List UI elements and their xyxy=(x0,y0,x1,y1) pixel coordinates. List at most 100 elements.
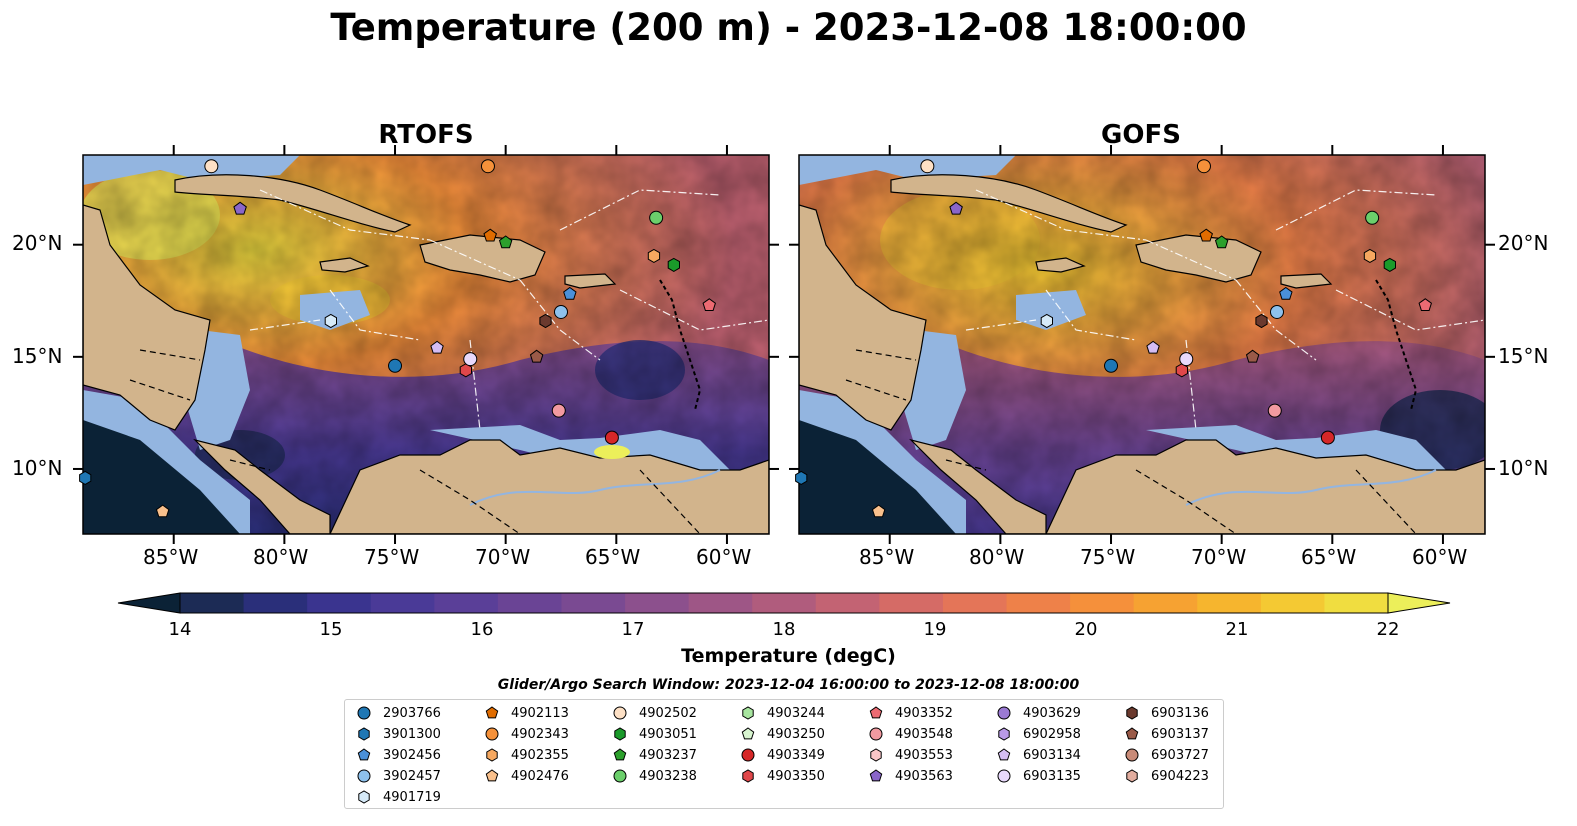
legend-marker xyxy=(741,727,755,740)
colorbar-segment xyxy=(815,593,880,613)
legend-marker xyxy=(485,727,499,741)
circle-marker-icon xyxy=(741,748,755,762)
legend-marker xyxy=(486,748,498,762)
lat-tick-15n-left: 15°N xyxy=(12,344,63,368)
colorbar-segment xyxy=(879,593,944,613)
legend-marker xyxy=(1126,706,1138,720)
circle-marker-icon xyxy=(997,769,1011,783)
colorbar-segment xyxy=(1070,593,1135,613)
colorbar-tick-label: 20 xyxy=(1074,619,1098,640)
legend-marker xyxy=(869,706,883,719)
float-marker-4902355 xyxy=(1363,248,1377,263)
colorbar-tick-label: 22 xyxy=(1376,619,1400,640)
legend-label: 6903135 xyxy=(1023,768,1081,784)
legend-marker xyxy=(997,769,1011,783)
legend-marker xyxy=(613,706,627,720)
legend-marker xyxy=(741,748,755,762)
legend-marker xyxy=(997,748,1011,761)
legend-marker xyxy=(485,706,499,719)
colorbar-segment xyxy=(1260,593,1325,613)
hexagon-marker-icon xyxy=(870,748,882,762)
colorbar-tick-label: 18 xyxy=(772,619,796,640)
float-marker-4903352 xyxy=(702,298,716,311)
legend-item-4902502: 4902502 xyxy=(611,703,697,723)
gofs-map xyxy=(799,155,1485,534)
legend-label: 6904223 xyxy=(1151,768,1209,784)
pentagon-marker-icon xyxy=(1125,727,1139,740)
legend-label: 4903548 xyxy=(895,726,953,742)
float-marker-6903137 xyxy=(529,349,544,363)
float-marker-4903051 xyxy=(1383,257,1396,272)
float-marker-4903237 xyxy=(498,235,513,249)
lon-tick-85w-left: 85°W xyxy=(143,545,199,569)
legend-item-4903352: 4903352 xyxy=(867,703,953,723)
legend-label: 4903563 xyxy=(895,768,953,784)
pentagon-marker-icon xyxy=(997,748,1011,761)
legend-marker xyxy=(998,727,1010,741)
pentagon-marker-icon xyxy=(613,748,627,761)
colorbar-segment xyxy=(307,593,372,613)
float-marker-4903349 xyxy=(604,430,619,445)
float-marker-4901719 xyxy=(1040,313,1053,329)
hexagon-marker-icon xyxy=(614,727,626,741)
float-marker-2903766 xyxy=(388,358,403,373)
legend-label: 4902343 xyxy=(511,726,569,742)
float-marker-6903136 xyxy=(539,313,552,329)
float-marker-2903766 xyxy=(1104,358,1119,373)
lat-tick-10n-left: 10°N xyxy=(12,456,63,480)
float-marker-6903135 xyxy=(1179,352,1194,367)
legend-marker xyxy=(870,748,882,762)
colorbar-tick-label: 17 xyxy=(621,619,645,640)
legend-label: 4902355 xyxy=(511,747,569,763)
legend-label: 4903237 xyxy=(639,747,697,763)
legend-item-2903766: 2903766 xyxy=(355,703,441,723)
colorbar-segment xyxy=(688,593,753,613)
lon-tick-70w-right: 70°W xyxy=(1191,545,1247,569)
legend-marker xyxy=(1125,727,1139,740)
legend-marker xyxy=(613,748,627,761)
pentagon-marker-icon xyxy=(357,748,371,761)
float-marker-4902476 xyxy=(871,504,886,518)
legend-item-4903563: 4903563 xyxy=(867,766,953,786)
legend-label: 6903727 xyxy=(1151,747,1209,763)
legend-label: 3901300 xyxy=(383,726,441,742)
legend-marker xyxy=(742,706,754,720)
legend-label: 4903250 xyxy=(767,726,825,742)
legend-item-6903135: 6903135 xyxy=(995,766,1081,786)
legend-label: 4903350 xyxy=(767,768,825,784)
hexagon-marker-icon xyxy=(486,748,498,762)
float-marker-3902457 xyxy=(1269,304,1284,319)
colorbar xyxy=(117,592,1451,614)
legend-item-6903727: 6903727 xyxy=(1123,745,1209,765)
colorbar-segment xyxy=(942,593,1008,613)
legend-marker xyxy=(358,727,370,741)
legend-label: 6903137 xyxy=(1151,726,1209,742)
lon-tick-80w-left: 80°W xyxy=(253,545,309,569)
figure-title: Temperature (200 m) - 2023-12-08 18:00:0… xyxy=(330,6,1247,49)
lon-tick-75w-left: 75°W xyxy=(364,545,420,569)
lat-tick-20n-right: 20°N xyxy=(1498,231,1549,255)
legend-marker xyxy=(485,769,499,782)
circle-marker-icon xyxy=(1125,748,1139,762)
hexagon-marker-icon xyxy=(358,790,370,804)
legend-marker xyxy=(997,706,1011,720)
float-marker-4902113 xyxy=(483,228,497,242)
legend-item-6902958: 6902958 xyxy=(995,724,1081,744)
float-marker-3902456 xyxy=(1279,286,1293,300)
legend-marker xyxy=(742,769,754,783)
legend-item-4903350: 4903350 xyxy=(739,766,825,786)
float-marker-4903563 xyxy=(233,201,247,215)
legend-label: 3902457 xyxy=(383,768,441,784)
circle-marker-icon xyxy=(613,706,627,720)
float-marker-4901719 xyxy=(324,313,337,329)
lon-tick-80w-right: 80°W xyxy=(969,545,1025,569)
circle-marker-icon xyxy=(997,706,1011,720)
hexagon-marker-icon xyxy=(742,769,754,783)
lon-tick-85w-right: 85°W xyxy=(859,545,915,569)
legend-label: 4903629 xyxy=(1023,705,1081,721)
legend-marker xyxy=(613,769,627,783)
float-marker-4903237 xyxy=(1214,235,1229,249)
float-marker-6903135 xyxy=(463,352,478,367)
float-marker-4902343 xyxy=(480,159,495,174)
legend-label: 4903349 xyxy=(767,747,825,763)
